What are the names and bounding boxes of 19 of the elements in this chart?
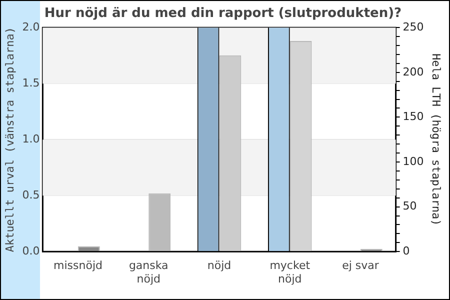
chart-title: Hur nöjd är du med din rapport (slutprodukten)? [44,6,402,22]
y-tick-label: 0.0 [22,244,40,258]
x-tick-label: ganska nöjd [128,259,168,286]
y2-tick-label: 50 [402,200,417,213]
y2-tick-label: 0 [402,244,410,258]
y-axis-title: Aktuellt urval (vänstra staplarna) [3,27,16,252]
y2-tick-label: 200 [402,65,424,78]
x-tick-label: nöjd [207,259,232,272]
x-tick-label: missnöjd [54,259,102,272]
y-tick-label: 1.0 [22,132,40,146]
y-tick-label: 1.5 [22,76,40,90]
y2-tick-label: 250 [402,20,424,34]
x-tick-label: mycket nöjd [270,259,311,286]
y2-tick-label: 100 [402,154,424,168]
y2-axis-title: Hela LTH (högra staplarna) [430,54,443,226]
y-tick-label: 0.5 [22,188,40,202]
y-tick-label: 2.0 [22,20,40,34]
x-tick-label: ej svar [342,259,380,272]
y2-tick-label: 150 [402,110,424,124]
